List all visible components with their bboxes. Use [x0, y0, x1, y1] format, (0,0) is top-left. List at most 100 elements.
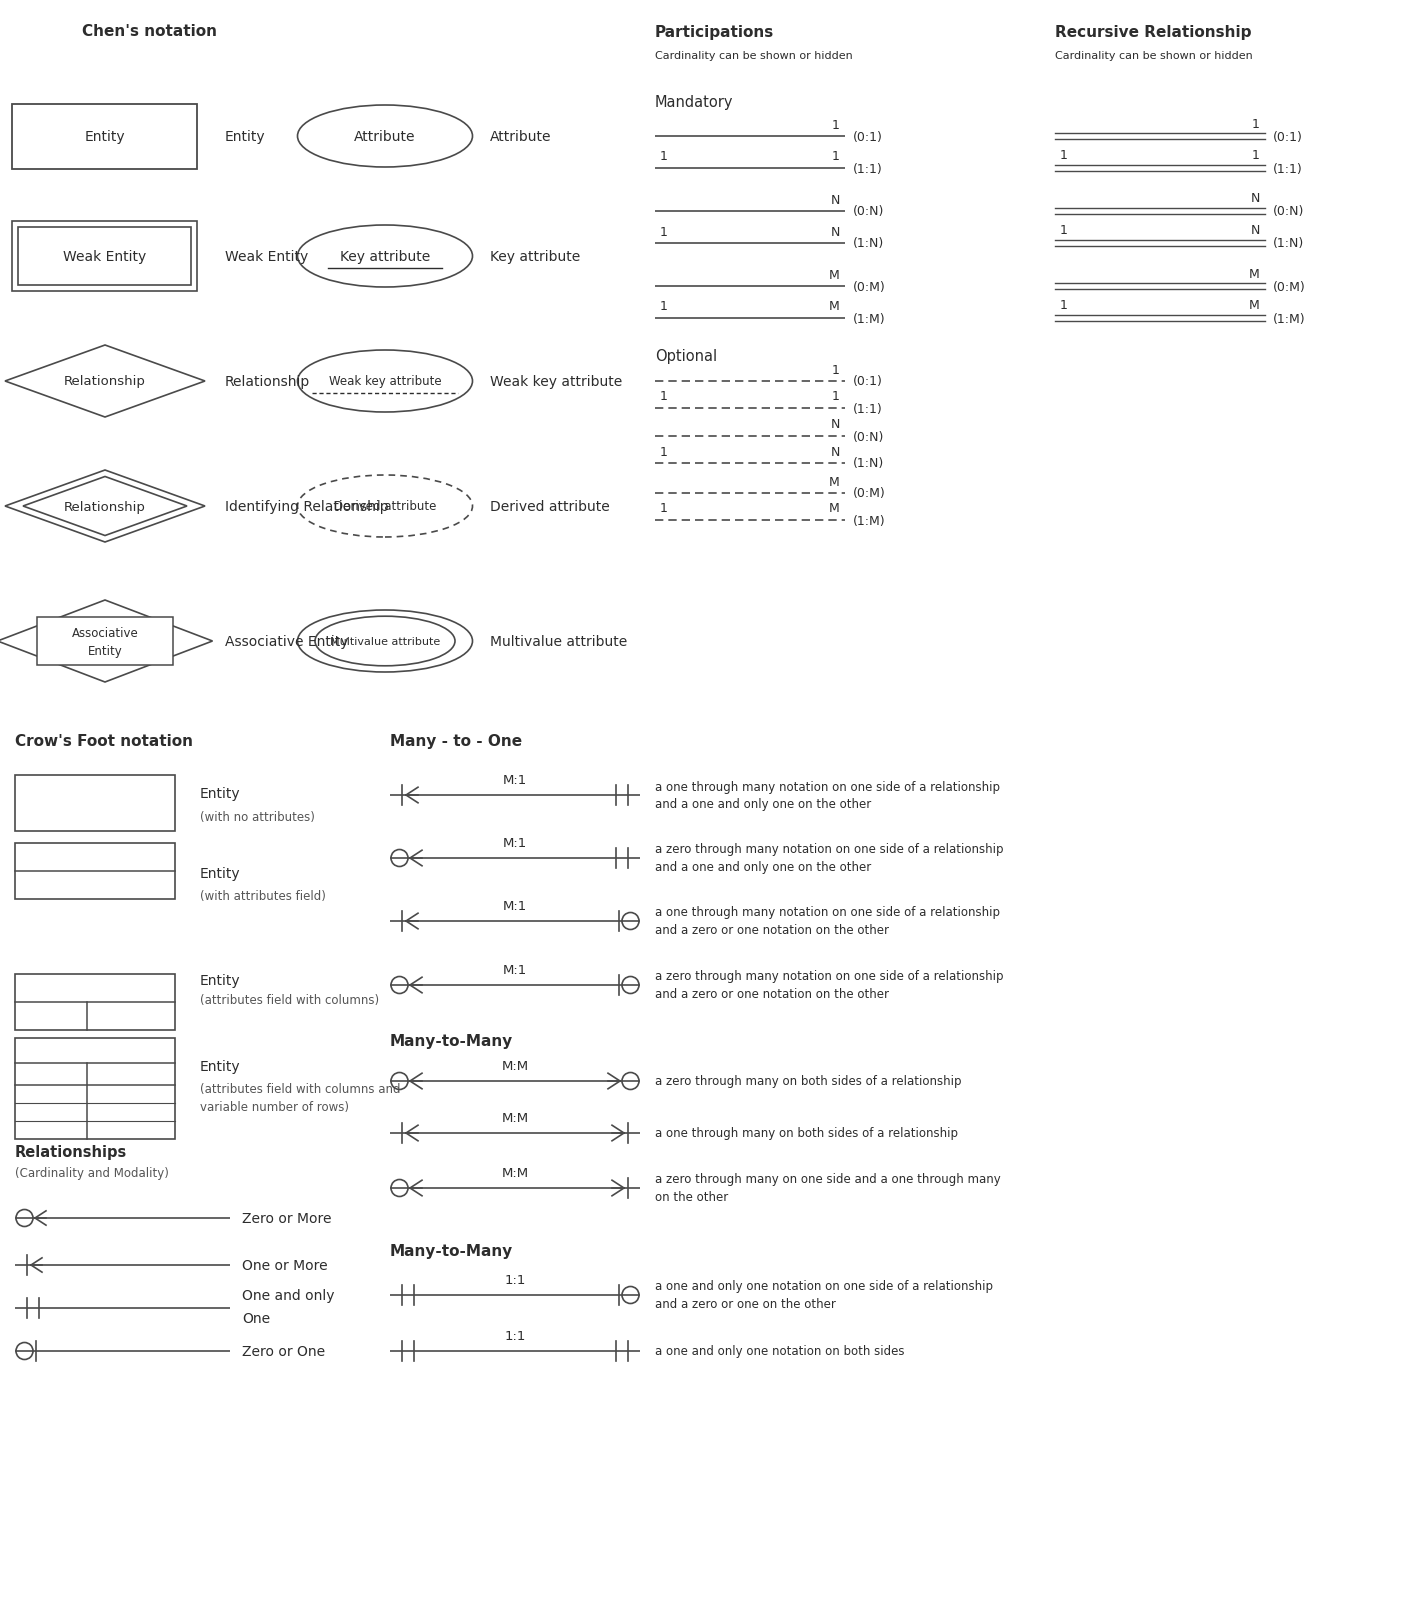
Text: and a zero or one on the other: and a zero or one on the other	[656, 1298, 835, 1311]
Text: M: M	[1250, 268, 1259, 281]
Text: (with no attributes): (with no attributes)	[199, 810, 314, 823]
Polygon shape	[6, 471, 205, 542]
Text: Weak key attribute: Weak key attribute	[329, 375, 441, 388]
Bar	[13, 222, 198, 292]
Text: 1: 1	[833, 390, 840, 403]
Text: Multivalue attribute: Multivalue attribute	[330, 636, 439, 646]
Ellipse shape	[314, 617, 455, 667]
Text: (0:1): (0:1)	[854, 130, 883, 143]
Polygon shape	[0, 601, 212, 683]
Text: Entity: Entity	[199, 787, 240, 800]
Text: a zero through many on one side and a one through many: a zero through many on one side and a on…	[656, 1173, 1001, 1186]
Text: 1: 1	[833, 364, 840, 377]
Text: 1: 1	[833, 151, 840, 164]
Text: Derived attribute: Derived attribute	[334, 500, 437, 513]
Ellipse shape	[298, 105, 473, 167]
Text: M: M	[830, 268, 840, 281]
Polygon shape	[6, 346, 205, 417]
Text: 1: 1	[1060, 299, 1068, 312]
Text: 1:1: 1:1	[504, 1329, 525, 1342]
Text: 1: 1	[1060, 149, 1068, 162]
Text: (1:1): (1:1)	[1273, 162, 1303, 175]
Text: 1: 1	[1060, 224, 1068, 237]
Text: M: M	[830, 300, 840, 313]
Text: (0:1): (0:1)	[854, 375, 883, 388]
Text: Weak Entity: Weak Entity	[63, 250, 146, 265]
Text: (0:N): (0:N)	[854, 430, 885, 443]
Text: Weak key attribute: Weak key attribute	[490, 375, 622, 390]
Bar	[15, 974, 176, 1031]
Text: Relationships: Relationships	[15, 1144, 128, 1159]
Text: (1:1): (1:1)	[854, 162, 883, 175]
Bar	[15, 776, 176, 831]
Bar	[15, 1037, 176, 1139]
Text: (1:N): (1:N)	[854, 237, 885, 250]
Text: and a zero or one notation on the other: and a zero or one notation on the other	[656, 988, 889, 1001]
Text: Derived attribute: Derived attribute	[490, 500, 609, 514]
Text: a one through many notation on one side of a relationship: a one through many notation on one side …	[656, 906, 1000, 919]
Text: Mandatory: Mandatory	[656, 94, 733, 109]
Text: (attributes field with columns and: (attributes field with columns and	[199, 1083, 400, 1096]
Text: M:1: M:1	[503, 899, 526, 912]
Text: Attribute: Attribute	[490, 130, 552, 144]
Text: Relationship: Relationship	[65, 375, 146, 388]
Text: (1:M): (1:M)	[854, 312, 886, 325]
Text: and a zero or one notation on the other: and a zero or one notation on the other	[656, 923, 889, 936]
Text: on the other: on the other	[656, 1191, 729, 1204]
Text: M:1: M:1	[503, 964, 526, 977]
Text: (0:N): (0:N)	[1273, 206, 1304, 219]
Text: Key attribute: Key attribute	[490, 250, 580, 265]
Text: Associative: Associative	[72, 626, 139, 639]
Text: M: M	[830, 476, 840, 489]
Text: (1:M): (1:M)	[854, 514, 886, 527]
Text: One: One	[241, 1311, 270, 1326]
Text: a zero through many notation on one side of a relationship: a zero through many notation on one side…	[656, 971, 1004, 984]
Text: (1:1): (1:1)	[854, 403, 883, 415]
Text: and a one and only one on the other: and a one and only one on the other	[656, 799, 872, 812]
Text: (0:M): (0:M)	[854, 487, 886, 500]
Text: N: N	[1251, 193, 1259, 206]
Text: Many-to-Many: Many-to-Many	[390, 1243, 514, 1259]
Text: (0:M): (0:M)	[1273, 281, 1306, 294]
Text: One or More: One or More	[241, 1258, 327, 1272]
Text: (Cardinality and Modality): (Cardinality and Modality)	[15, 1167, 168, 1180]
Bar	[38, 618, 173, 665]
Text: 1: 1	[660, 226, 668, 239]
Text: Entity: Entity	[199, 1060, 240, 1073]
Text: (0:1): (0:1)	[1273, 130, 1303, 143]
Text: Recursive Relationship: Recursive Relationship	[1054, 24, 1251, 39]
Text: Weak Entity: Weak Entity	[225, 250, 309, 265]
Text: Zero or One: Zero or One	[241, 1344, 326, 1358]
Text: Entity: Entity	[84, 130, 125, 144]
Text: (1:M): (1:M)	[1273, 312, 1306, 325]
Bar	[13, 104, 198, 169]
Text: N: N	[831, 226, 840, 239]
Ellipse shape	[298, 226, 473, 287]
Text: 1: 1	[833, 118, 840, 131]
Text: M:M: M:M	[501, 1060, 528, 1073]
Text: Relationship: Relationship	[225, 375, 310, 390]
Text: N: N	[1251, 224, 1259, 237]
Text: Relationship: Relationship	[65, 500, 146, 513]
Text: Crow's Foot notation: Crow's Foot notation	[15, 734, 192, 750]
Text: Zero or More: Zero or More	[241, 1211, 331, 1225]
Text: Associative Entity: Associative Entity	[225, 635, 348, 649]
Text: 1:1: 1:1	[504, 1274, 525, 1287]
Text: N: N	[831, 419, 840, 432]
Text: Multivalue attribute: Multivalue attribute	[490, 635, 628, 649]
Ellipse shape	[298, 351, 473, 412]
Text: 1: 1	[1252, 117, 1259, 130]
Text: 1: 1	[660, 151, 668, 164]
Text: Many-to-Many: Many-to-Many	[390, 1034, 514, 1048]
Text: 1: 1	[660, 502, 668, 514]
Text: Entity: Entity	[87, 644, 122, 657]
Text: One and only: One and only	[241, 1289, 334, 1302]
Text: Attribute: Attribute	[354, 130, 416, 144]
Text: Participations: Participations	[656, 24, 774, 39]
Text: 1: 1	[660, 300, 668, 313]
Ellipse shape	[298, 476, 473, 537]
Text: M:1: M:1	[503, 774, 526, 787]
Text: a one and only one notation on one side of a relationship: a one and only one notation on one side …	[656, 1279, 993, 1292]
Text: M: M	[830, 502, 840, 514]
Ellipse shape	[298, 610, 473, 672]
